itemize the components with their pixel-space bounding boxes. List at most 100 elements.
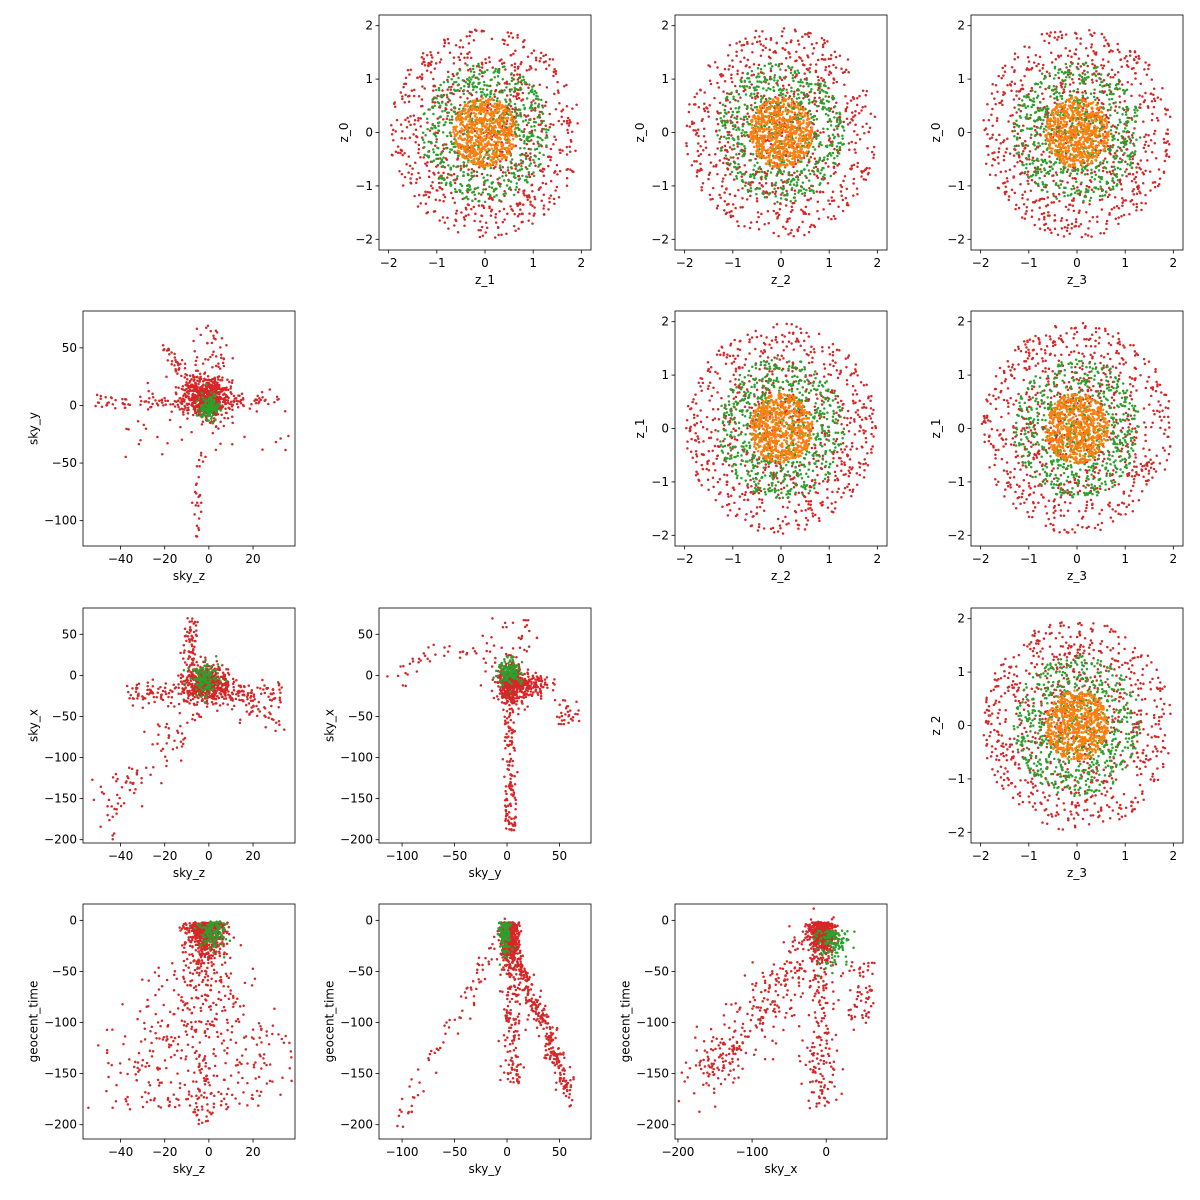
scatter-point: [1049, 31, 1052, 34]
scatter-point: [466, 197, 470, 201]
scatter-point: [523, 106, 527, 110]
scatter-point: [497, 158, 500, 161]
scatter-point: [474, 197, 477, 201]
scatter-point: [794, 59, 797, 63]
scatter-point: [1042, 197, 1046, 201]
scatter-point: [502, 113, 506, 117]
scatter-point: [753, 164, 756, 167]
scatter-point: [728, 64, 731, 67]
scatter-point: [444, 183, 448, 187]
scatter-point: [519, 62, 522, 66]
scatter-point: [723, 157, 726, 160]
scatter-point: [453, 178, 456, 182]
scatter-point: [1141, 182, 1145, 185]
scatter-point: [462, 170, 465, 174]
scatter-point: [463, 218, 466, 221]
scatter-point: [773, 50, 777, 53]
scatter-point: [816, 209, 819, 213]
scatter-point: [730, 76, 733, 80]
scatter-point: [766, 210, 770, 213]
scatter-point: [829, 53, 833, 57]
scatter-point: [721, 177, 725, 180]
scatter-point: [697, 154, 700, 158]
scatter-point: [424, 193, 428, 197]
scatter-point: [392, 139, 395, 142]
scatter-point: [513, 89, 517, 92]
scatter-point: [515, 114, 518, 118]
scatter-point: [776, 110, 779, 113]
scatter-point: [714, 152, 717, 156]
scatter-point: [748, 133, 751, 137]
scatter-point: [503, 108, 507, 112]
scatter-point: [736, 141, 740, 145]
scatter-point: [732, 97, 735, 101]
scatter-point: [822, 84, 826, 87]
scatter-point: [1068, 174, 1072, 178]
scatter-point: [818, 84, 822, 88]
scatter-point: [486, 178, 489, 182]
scatter-point: [558, 169, 562, 173]
scatter-point: [805, 164, 809, 167]
scatter-point: [801, 210, 805, 213]
scatter-point: [808, 132, 812, 136]
scatter-point: [443, 41, 447, 45]
scatter-point: [1026, 170, 1030, 173]
scatter-point: [740, 76, 743, 80]
scatter-point: [403, 137, 407, 140]
scatter-point: [475, 91, 478, 94]
scatter-point: [460, 147, 463, 150]
scatter-point: [1019, 109, 1023, 113]
scatter-point: [787, 65, 790, 68]
scatter-point: [819, 182, 822, 185]
scatter-point: [787, 172, 790, 175]
scatter-point: [566, 131, 570, 135]
scatter-point: [790, 86, 793, 89]
scatter-point: [806, 133, 809, 136]
scatter-point: [426, 161, 429, 164]
scatter-point: [442, 161, 445, 164]
scatter-point: [530, 125, 533, 128]
scatter-point: [446, 134, 449, 138]
scatter-point: [807, 35, 811, 39]
scatter-point: [475, 126, 479, 130]
scatter-point: [824, 68, 827, 72]
scatter-point: [695, 131, 699, 135]
scatter-point: [464, 104, 467, 107]
scatter-point: [1070, 55, 1073, 58]
scatter-point: [513, 62, 517, 65]
scatter-point: [995, 119, 999, 123]
scatter-point: [799, 84, 802, 88]
scatter-point: [1003, 92, 1007, 95]
scatter-point: [773, 130, 777, 134]
scatter-point: [735, 89, 738, 93]
scatter-point: [433, 125, 436, 129]
scatter-point: [743, 147, 747, 150]
scatter-point: [745, 198, 749, 201]
scatter-point: [511, 121, 515, 125]
scatter-point: [791, 154, 794, 158]
scatter-point: [441, 165, 444, 169]
scatter-point: [793, 111, 797, 115]
scatter-point: [470, 106, 473, 110]
scatter-point: [858, 94, 861, 98]
scatter-point: [864, 105, 867, 108]
scatter-point: [508, 125, 511, 129]
scatter-point: [761, 112, 764, 116]
scatter-point: [782, 104, 785, 108]
scatter-point: [829, 174, 833, 178]
scatter-point: [754, 137, 758, 140]
scatter-point: [822, 78, 826, 81]
scatter-point: [518, 177, 522, 180]
scatter-point: [484, 187, 488, 191]
scatter-point: [776, 200, 779, 204]
scatter-point: [824, 95, 827, 98]
scatter-point: [494, 131, 497, 135]
scatter-point: [869, 112, 873, 116]
scatter-point: [522, 120, 525, 123]
scatter-point: [708, 79, 712, 83]
scatter-point: [800, 59, 804, 63]
scatter-point: [818, 142, 821, 146]
scatter-point: [552, 197, 556, 201]
scatter-point: [740, 44, 743, 47]
scatter-point: [742, 173, 746, 176]
